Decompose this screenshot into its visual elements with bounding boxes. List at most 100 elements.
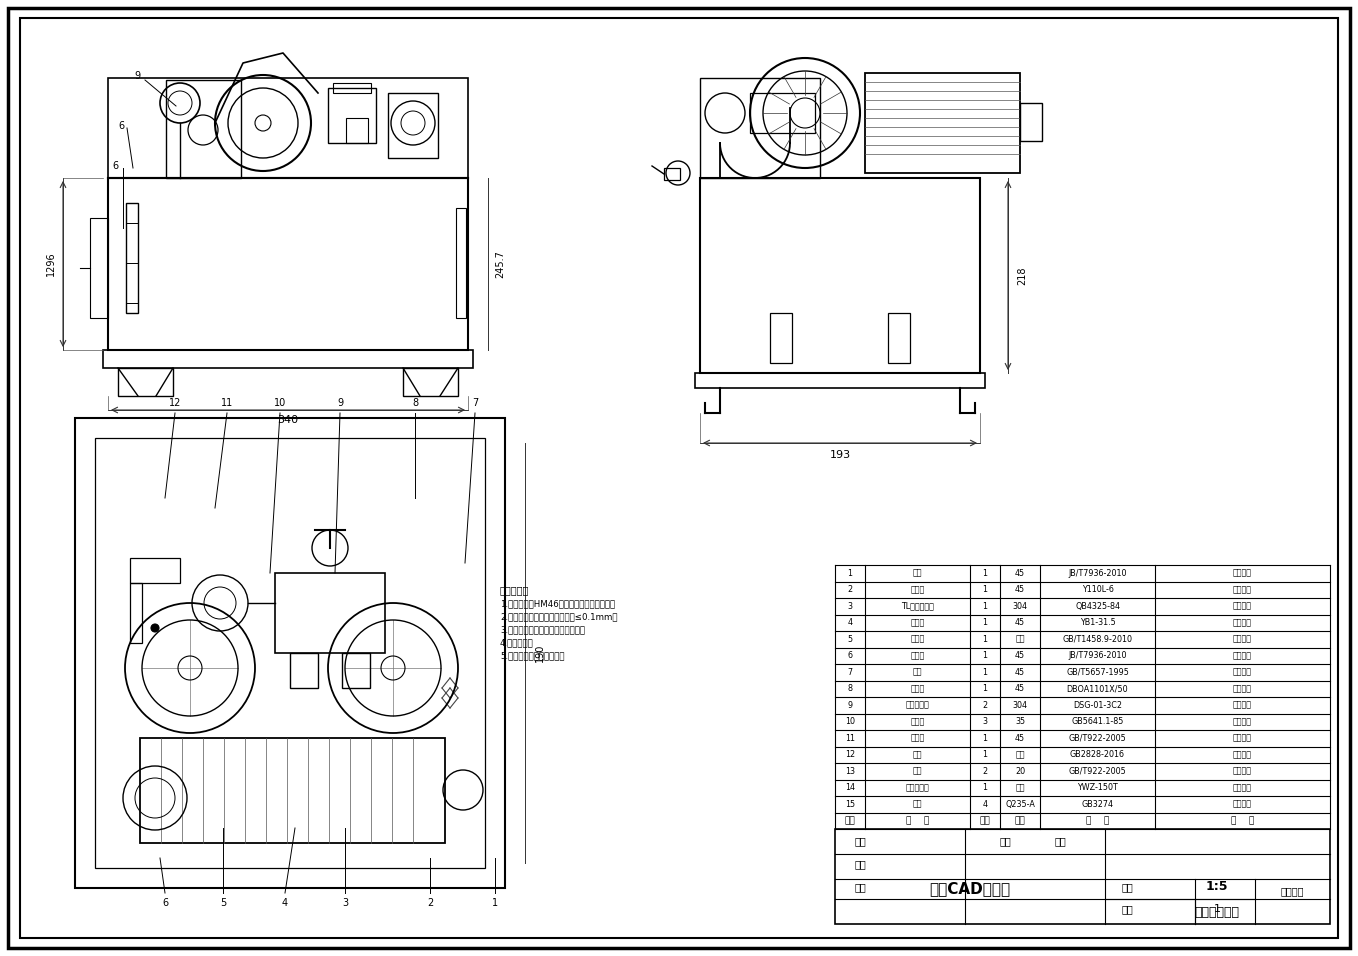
Text: 管接头: 管接头 [910, 717, 925, 727]
Text: 193: 193 [830, 450, 850, 460]
Text: 机械工程学院: 机械工程学院 [1195, 905, 1240, 919]
Text: 2: 2 [982, 701, 987, 709]
Text: 5: 5 [847, 635, 853, 643]
Text: 1: 1 [982, 750, 987, 759]
Text: 6: 6 [118, 121, 124, 131]
Bar [333, 83, 371, 93]
Text: 9: 9 [337, 398, 344, 408]
Text: 审核: 审核 [854, 882, 866, 892]
Bar [346, 118, 368, 143]
Text: 上海主厂: 上海主厂 [1233, 569, 1252, 577]
Text: JB/T7936-2010: JB/T7936-2010 [1069, 569, 1127, 577]
Bar [126, 203, 139, 313]
Bar [342, 653, 369, 688]
Bar [90, 218, 109, 318]
Text: 材料: 材料 [1054, 836, 1066, 846]
Text: 电动机: 电动机 [910, 585, 925, 595]
Text: 2: 2 [426, 898, 433, 908]
Text: 11: 11 [845, 734, 856, 743]
Text: 工艺: 工艺 [854, 859, 866, 869]
Text: 上海滚轮: 上海滚轮 [1233, 701, 1252, 709]
Text: 45: 45 [1014, 684, 1025, 693]
Text: 广州供应: 广州供应 [1233, 651, 1252, 661]
Text: 3: 3 [342, 898, 348, 908]
Text: 成品: 成品 [1016, 750, 1025, 759]
Text: 8: 8 [847, 684, 853, 693]
Bar [130, 583, 143, 643]
Text: 1.液压油采用HM46防磨液压油或相当油脂。: 1.液压油采用HM46防磨液压油或相当油脂。 [500, 599, 615, 608]
Text: Y110L-6: Y110L-6 [1081, 585, 1114, 595]
Text: 4: 4 [847, 619, 853, 627]
Text: 1: 1 [982, 783, 987, 793]
Bar [130, 558, 181, 583]
Bar [140, 738, 445, 843]
Text: 比例: 比例 [1122, 882, 1133, 892]
Text: 304: 304 [1013, 701, 1028, 709]
Bar [75, 418, 505, 888]
Text: JB/T7936-2010: JB/T7936-2010 [1069, 651, 1127, 661]
Text: Q235-A: Q235-A [1005, 800, 1035, 809]
Text: 6: 6 [847, 651, 853, 661]
Text: 15: 15 [845, 800, 856, 809]
Text: 20: 20 [1014, 767, 1025, 775]
Text: 45: 45 [1014, 619, 1025, 627]
Text: 广州供应: 广州供应 [1233, 601, 1252, 611]
Text: 上海滚轮: 上海滚轮 [1233, 767, 1252, 775]
Text: 电磁换向阀: 电磁换向阀 [906, 701, 929, 709]
Bar [291, 653, 318, 688]
Text: TL弹性联轴器: TL弹性联轴器 [902, 601, 934, 611]
Bar [276, 573, 386, 653]
Text: 单向阀: 单向阀 [910, 635, 925, 643]
Text: 油管: 油管 [913, 767, 922, 775]
Text: 11: 11 [221, 398, 234, 408]
Bar [664, 168, 680, 180]
Text: 溢流阀: 溢流阀 [910, 684, 925, 693]
Text: 10: 10 [274, 398, 287, 408]
Text: GB/T922-2005: GB/T922-2005 [1069, 734, 1126, 743]
Bar [118, 368, 172, 396]
Text: 5: 5 [220, 898, 227, 908]
Text: 钢油管: 钢油管 [910, 734, 925, 743]
Text: 2: 2 [847, 585, 853, 595]
Circle shape [151, 624, 159, 632]
Bar [699, 178, 980, 373]
Text: 上海主厂: 上海主厂 [1233, 717, 1252, 727]
Text: 液位温度计: 液位温度计 [906, 783, 929, 793]
Bar [388, 93, 439, 158]
Text: 12: 12 [845, 750, 856, 759]
Text: 液压: 液压 [913, 667, 922, 677]
Text: 45: 45 [1014, 585, 1025, 595]
Text: 304: 304 [1013, 601, 1028, 611]
Text: 1: 1 [982, 569, 987, 577]
Bar [109, 78, 469, 178]
Text: 1296: 1296 [46, 251, 56, 276]
Bar [1020, 103, 1042, 141]
Text: 广州供应: 广州供应 [1233, 800, 1252, 809]
Text: 8: 8 [411, 398, 418, 408]
Text: 成品: 成品 [1016, 635, 1025, 643]
Text: 共图第张: 共图第张 [1281, 886, 1304, 896]
Text: 245.7: 245.7 [496, 250, 505, 278]
Bar [95, 438, 485, 868]
Text: 13: 13 [845, 767, 856, 775]
Bar [888, 313, 910, 363]
Text: GB5641.1-85: GB5641.1-85 [1071, 717, 1123, 727]
Bar [109, 178, 469, 350]
Text: 1: 1 [982, 684, 987, 693]
Text: DBOA1101X/50: DBOA1101X/50 [1066, 684, 1128, 693]
Text: 2.液压管及接头安装前润滑间隙≤0.1mm。: 2.液压管及接头安装前润滑间隙≤0.1mm。 [500, 612, 618, 621]
Text: 9: 9 [847, 701, 853, 709]
Text: QB4325-84: QB4325-84 [1076, 601, 1120, 611]
Text: 5.系考试验主承成功验收。: 5.系考试验主承成功验收。 [500, 651, 565, 660]
Text: 1: 1 [982, 651, 987, 661]
Text: 1: 1 [982, 601, 987, 611]
Text: 2: 2 [982, 767, 987, 775]
Text: 3: 3 [982, 717, 987, 727]
Text: 材料: 材料 [1014, 816, 1025, 825]
Text: GB/T922-2005: GB/T922-2005 [1069, 767, 1126, 775]
Text: 1: 1 [1214, 904, 1221, 914]
Text: 螺钉: 螺钉 [913, 800, 922, 809]
Text: 3: 3 [847, 601, 853, 611]
Bar [329, 88, 376, 143]
Text: GB3274: GB3274 [1081, 800, 1114, 809]
